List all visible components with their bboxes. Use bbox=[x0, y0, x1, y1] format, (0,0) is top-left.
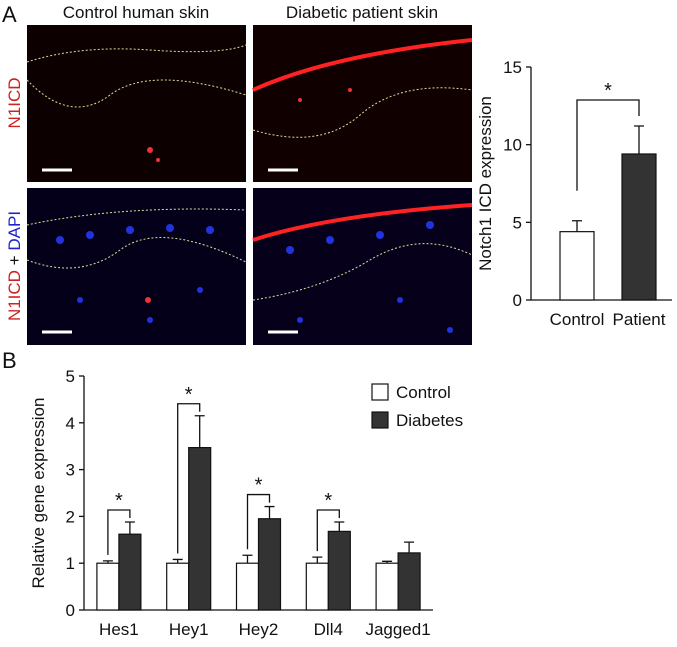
error-bar bbox=[194, 415, 205, 448]
y-tick-label: 5 bbox=[513, 213, 522, 232]
legend-label: Diabetes bbox=[396, 411, 463, 430]
significance-label: * bbox=[255, 475, 263, 497]
row-label-part: N1ICD bbox=[5, 270, 24, 321]
error-bar bbox=[572, 220, 582, 232]
legend-swatch bbox=[371, 383, 389, 401]
row-label-part: DAPI bbox=[5, 211, 24, 251]
y-tick-label: 2 bbox=[66, 507, 75, 526]
significance-label: * bbox=[604, 80, 612, 102]
x-tick-label: Hes1 bbox=[99, 620, 139, 639]
error-bar bbox=[334, 521, 345, 532]
significance-bracket bbox=[246, 493, 271, 550]
y-tick-label: 10 bbox=[503, 136, 522, 155]
y-tick-label: 15 bbox=[503, 58, 522, 77]
bar bbox=[327, 530, 351, 611]
y-axis-label: Notch1 ICD expression bbox=[476, 96, 495, 271]
x-tick-label: Jagged1 bbox=[365, 620, 430, 639]
y-axis-label: Relative gene expression bbox=[29, 398, 48, 589]
micrographs bbox=[26, 25, 473, 345]
y-tick-label: 1 bbox=[66, 554, 75, 573]
y-tick-label: 0 bbox=[66, 601, 75, 620]
column-label: Diabetic patient skin bbox=[286, 3, 438, 22]
error-bar bbox=[312, 556, 323, 564]
y-tick-label: 4 bbox=[66, 414, 75, 433]
error-bar bbox=[172, 558, 183, 564]
significance-label: * bbox=[324, 490, 332, 512]
x-tick-label: Patient bbox=[613, 310, 666, 329]
error-bar bbox=[242, 554, 253, 564]
significance-bracket bbox=[177, 403, 201, 554]
significance-bracket bbox=[316, 509, 340, 552]
error-bar bbox=[102, 560, 113, 564]
legend-label: Control bbox=[396, 383, 451, 402]
y-tick-label: 3 bbox=[66, 461, 75, 480]
error-bar bbox=[634, 125, 644, 154]
row-label: N1ICD bbox=[5, 77, 24, 128]
bar bbox=[166, 562, 190, 611]
bar bbox=[188, 447, 212, 611]
bar bbox=[621, 153, 657, 301]
panel-label: B bbox=[2, 348, 17, 373]
panel-label: A bbox=[2, 2, 17, 27]
y-tick-label: 0 bbox=[513, 291, 522, 310]
x-tick-label: Dll4 bbox=[314, 620, 343, 639]
significance-label: * bbox=[185, 384, 193, 406]
significance-bracket bbox=[107, 509, 131, 555]
significance-label: * bbox=[115, 490, 123, 512]
legend-swatch bbox=[371, 411, 389, 429]
row-label-part: + bbox=[5, 255, 24, 265]
x-tick-label: Hey1 bbox=[169, 620, 209, 639]
bar bbox=[305, 562, 329, 611]
bar bbox=[375, 562, 399, 611]
x-tick-label: Hey2 bbox=[239, 620, 279, 639]
bar bbox=[118, 533, 142, 611]
error-bar bbox=[382, 560, 393, 564]
y-tick-label: 5 bbox=[66, 367, 75, 386]
error-bar bbox=[264, 505, 275, 519]
bar bbox=[96, 562, 120, 611]
error-bar bbox=[404, 541, 415, 553]
bar bbox=[559, 231, 595, 301]
bar bbox=[257, 518, 282, 611]
bar bbox=[235, 562, 260, 611]
significance-bracket bbox=[576, 99, 640, 191]
row-label: N1ICD + DAPI bbox=[5, 211, 24, 321]
column-label: Control human skin bbox=[63, 3, 209, 22]
bar bbox=[397, 552, 421, 611]
error-bar bbox=[124, 521, 135, 535]
x-tick-label: Control bbox=[550, 310, 605, 329]
